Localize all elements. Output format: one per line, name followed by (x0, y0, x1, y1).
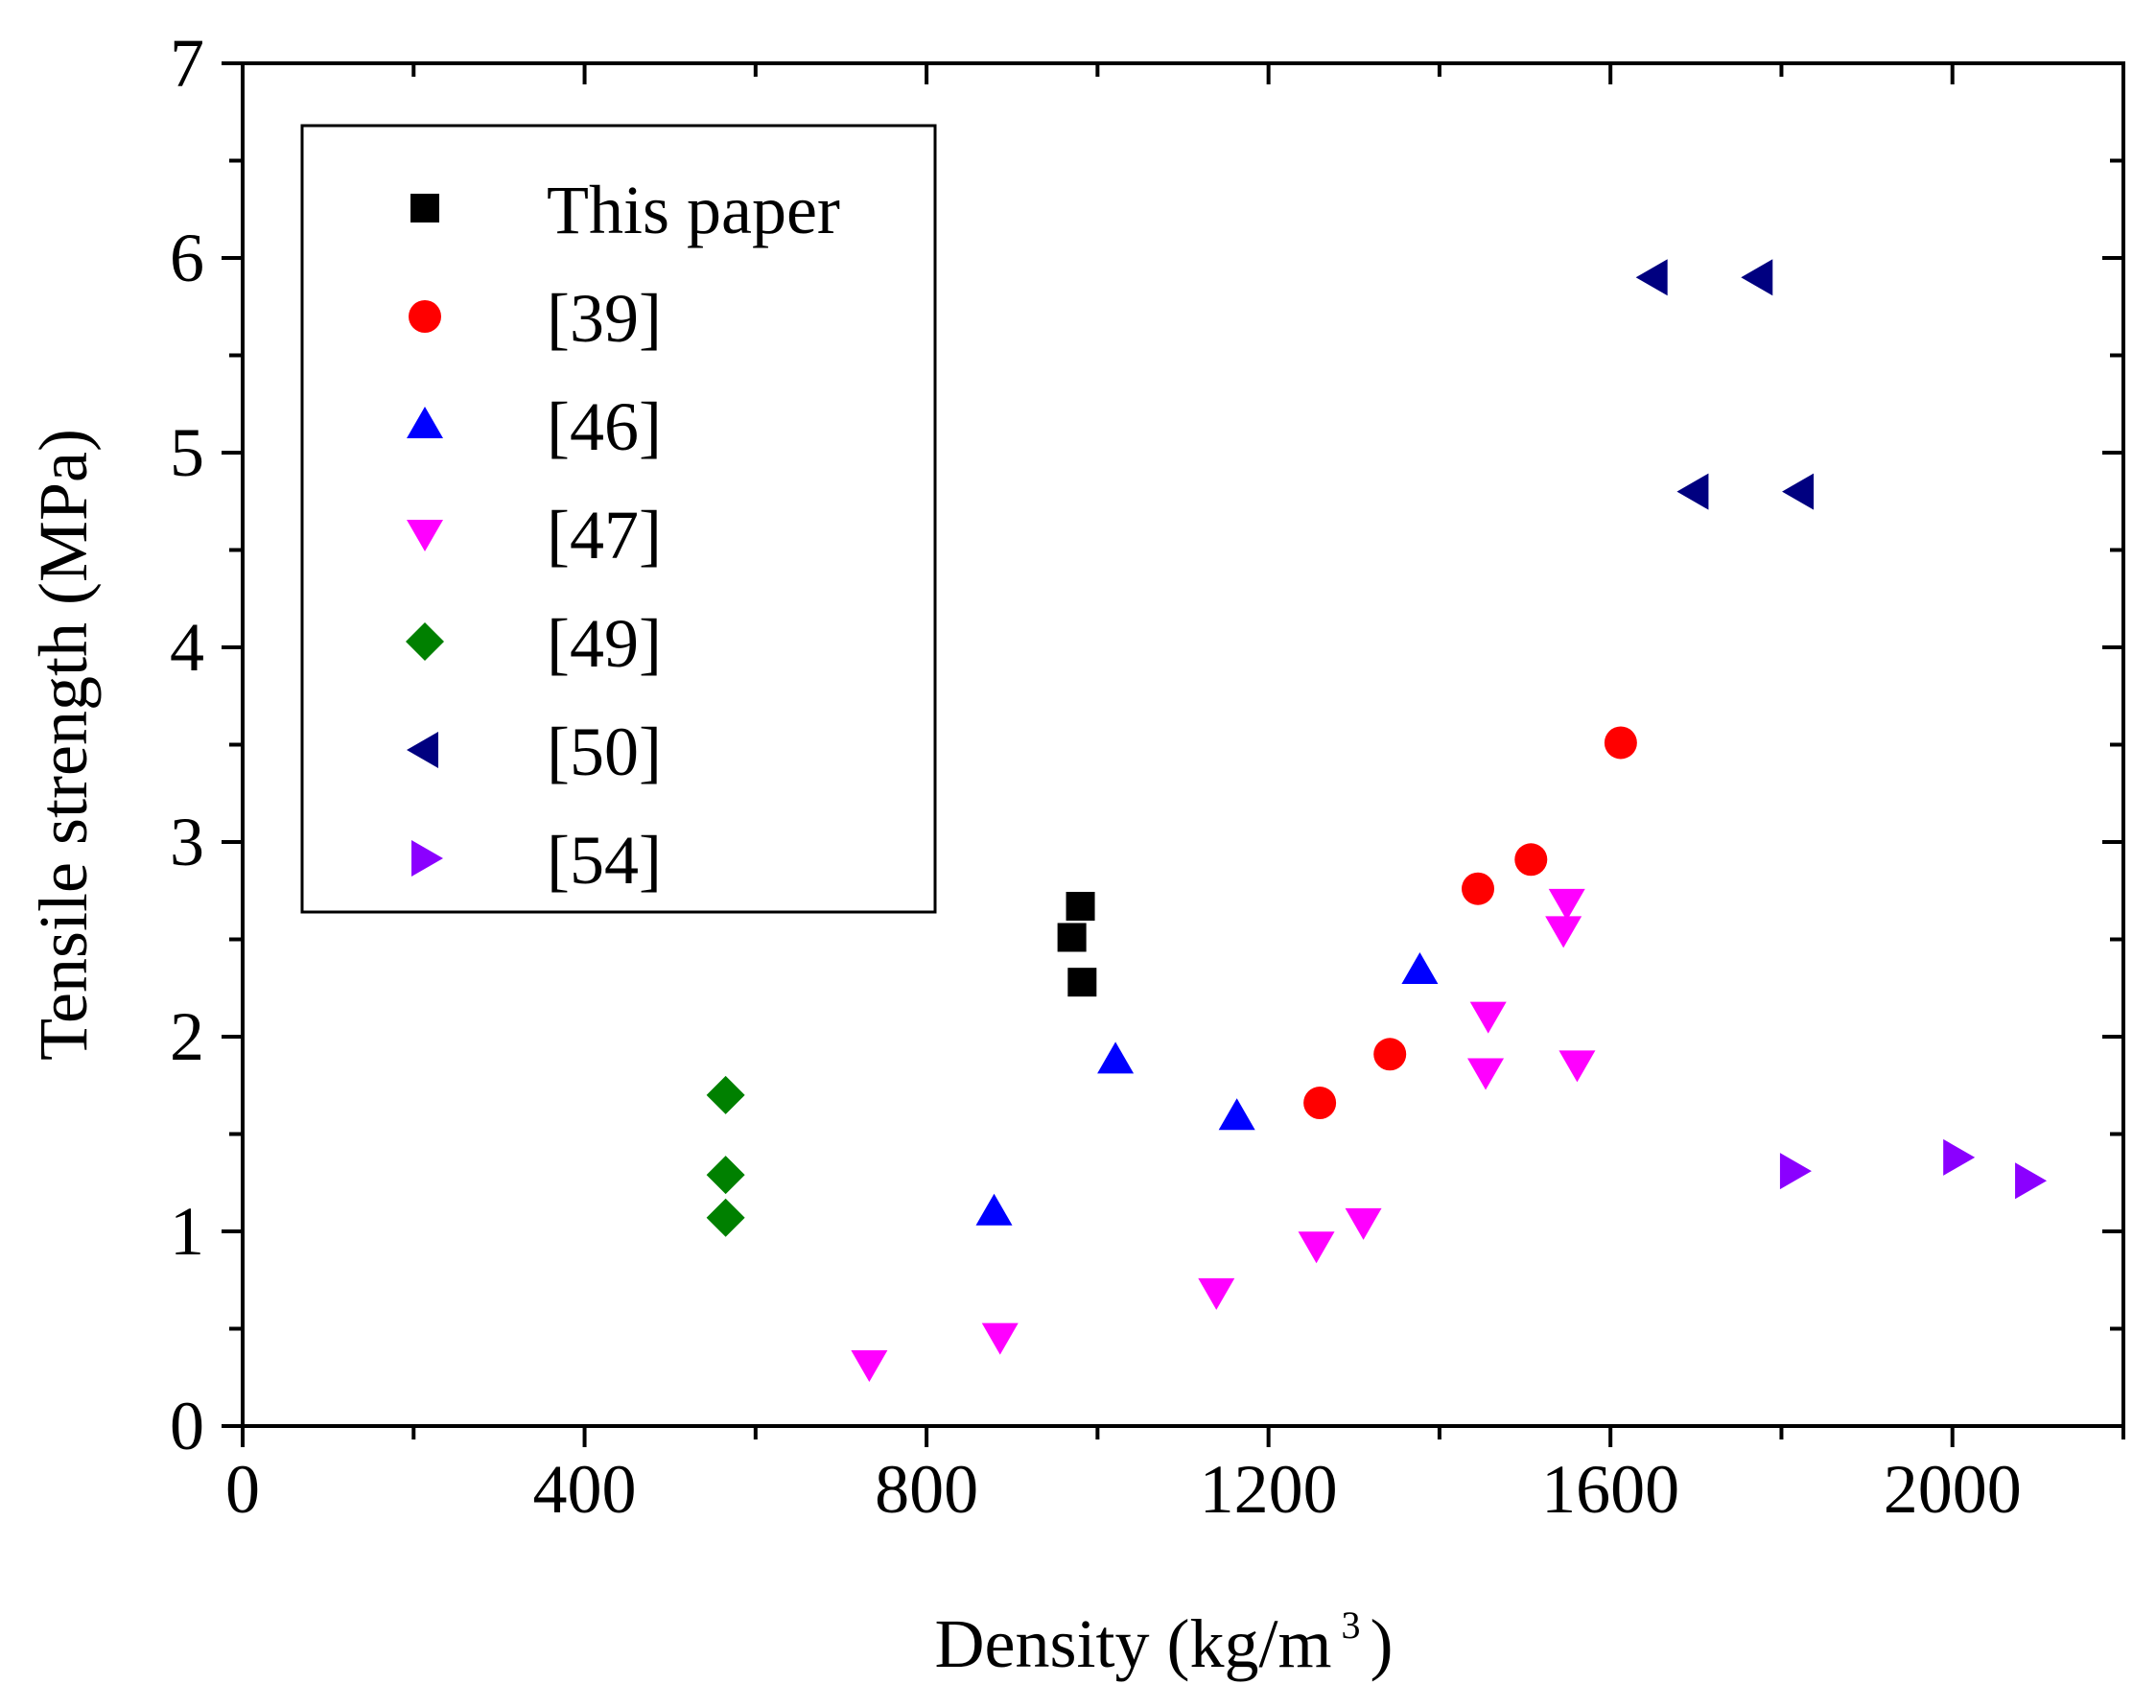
data-point (1218, 1098, 1255, 1131)
legend-label: [54] (547, 822, 662, 899)
data-point (1373, 1038, 1407, 1071)
x-tick-label: 2000 (1884, 1451, 2022, 1528)
y-tick-label: 4 (170, 609, 204, 686)
data-point (1779, 1153, 1812, 1190)
x-axis-label-superscript: 3 (1341, 1603, 1360, 1647)
data-point (1514, 843, 1548, 877)
x-tick-label: 400 (533, 1451, 637, 1528)
legend-marker (409, 300, 441, 333)
x-tick-label: 0 (225, 1451, 260, 1528)
data-point (1097, 1041, 1135, 1074)
axis-ticks (222, 61, 2125, 1447)
y-tick-label: 2 (170, 998, 204, 1075)
y-tick-label: 3 (170, 804, 204, 880)
data-point (2015, 1162, 2048, 1200)
x-axis-label: Density (kg/m 3) (935, 1603, 1394, 1682)
legend-box (300, 124, 937, 914)
y-axis-label: Tensile strength (MPa) (25, 429, 102, 1061)
tick-labels: 0 400 800 1200 1600 2000 0 1 2 3 4 5 6 7 (170, 25, 2022, 1528)
data-point (1345, 1207, 1382, 1240)
data-point (975, 1193, 1013, 1226)
data-point (851, 1350, 888, 1383)
data-point (1545, 916, 1582, 948)
data-point (1548, 888, 1585, 921)
series-6 (1779, 1138, 2048, 1200)
data-point (1066, 891, 1095, 921)
legend-label: [39] (547, 280, 662, 357)
data-point (1467, 1058, 1505, 1090)
data-point (1469, 1001, 1507, 1034)
x-axis-label-main: Density (kg/m (935, 1605, 1332, 1682)
y-tick-label: 6 (170, 220, 204, 296)
data-points (706, 259, 2048, 1383)
legend: This paper [39] [46] [47] [49] [50] [54] (300, 124, 937, 914)
data-point (706, 1075, 745, 1114)
legend-marker (407, 520, 443, 551)
y-tick-label: 5 (170, 414, 204, 491)
legend-marker (410, 194, 439, 222)
legend-label: This paper (547, 172, 840, 248)
legend-marker (407, 732, 438, 768)
series-5 (1635, 259, 1815, 510)
legend-marker (406, 622, 444, 661)
series-4 (706, 1075, 745, 1237)
data-point (1462, 872, 1495, 905)
series-0 (1057, 891, 1097, 997)
legend-label: [46] (547, 388, 662, 465)
data-point (1401, 951, 1439, 984)
x-tick-label: 1200 (1200, 1451, 1338, 1528)
data-point (706, 1198, 745, 1237)
x-axis-label-close: ) (1370, 1605, 1393, 1682)
data-point (706, 1156, 745, 1195)
data-point (1198, 1277, 1235, 1310)
data-point (1298, 1231, 1335, 1264)
series-3 (851, 888, 1596, 1383)
legend-label: [50] (547, 714, 662, 790)
legend-marker (411, 840, 443, 877)
series-1 (1303, 726, 1637, 1120)
data-point (1558, 1050, 1596, 1083)
legend-label: [49] (547, 605, 662, 682)
legend-label: [47] (547, 497, 662, 573)
data-point (1303, 1087, 1337, 1120)
x-tick-label: 1600 (1541, 1451, 1679, 1528)
data-point (1943, 1138, 1976, 1176)
y-tick-label: 1 (170, 1193, 204, 1270)
data-point (1067, 968, 1097, 997)
data-point (981, 1322, 1019, 1355)
y-tick-label: 7 (170, 25, 204, 102)
x-tick-label: 800 (875, 1451, 978, 1528)
data-point (1676, 473, 1709, 510)
legend-marker (407, 407, 443, 438)
data-point (1635, 259, 1668, 296)
series-2 (975, 951, 1439, 1226)
plot-area-frame (241, 61, 2125, 1428)
data-point (1057, 923, 1087, 952)
data-point (1604, 726, 1637, 760)
data-point (1741, 259, 1773, 296)
data-point (1782, 473, 1815, 510)
y-tick-label: 0 (170, 1388, 204, 1464)
